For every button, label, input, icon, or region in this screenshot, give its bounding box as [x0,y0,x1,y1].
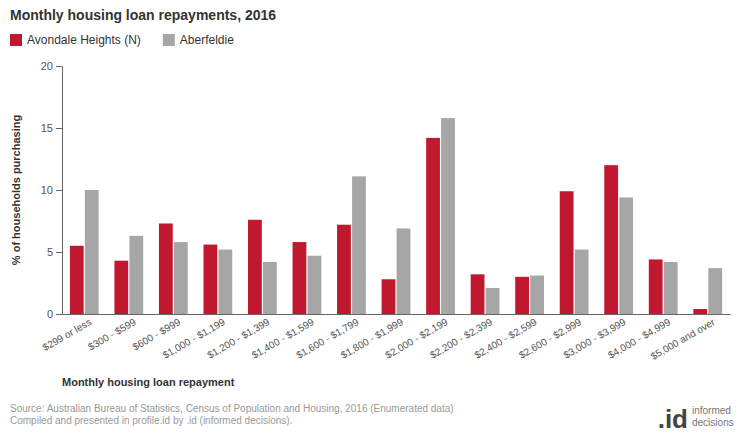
bar [248,220,262,314]
legend-item: Avondale Heights (N) [10,33,141,47]
y-tick: 5 [47,246,62,258]
bar [530,276,544,314]
y-tick-mark [56,314,62,315]
bar [486,288,500,314]
bar [664,262,678,314]
title: Monthly housing loan repayments, 2016 [10,7,276,23]
bar [352,176,366,314]
logo-text: decisions [692,417,734,428]
bar [649,259,663,314]
legend-label: Avondale Heights (N) [27,33,141,47]
x-tick: $5,000 and over [649,316,718,362]
y-tick-label: 20 [41,60,53,72]
bar [218,250,232,314]
legend-swatch [10,34,22,46]
y-tick-mark [56,128,62,129]
bar [129,236,143,314]
y-tick-label: 15 [41,122,53,134]
bar [397,228,411,314]
x-tick-label: $299 or less [41,316,94,353]
bar [604,165,618,314]
x-axis-line [63,314,731,315]
x-axis: $299 or less$300 - $599$600 - $999$1,000… [41,315,731,362]
bar [515,277,529,314]
y-tick: 10 [41,184,62,196]
bar [85,190,99,314]
x-tick-label: $300 - $599 [86,316,138,352]
x-tick-label: $5,000 and over [649,316,718,362]
bar [693,309,707,314]
y-tick-mark [56,252,62,253]
source: Source: Australian Bureau of Statistics,… [10,403,454,414]
x-tick: $299 or less [41,316,94,353]
bar [471,274,485,314]
y-tick-label: 5 [47,246,53,258]
bar [114,261,128,314]
bar [308,256,322,314]
y-tick: 0 [47,308,62,320]
legend-label: Aberfeldie [180,33,234,47]
logo-text: informed [692,405,731,416]
bar [293,242,307,314]
y-tick-mark [56,190,62,191]
y-tick-label: 0 [47,308,53,320]
bar [708,268,722,314]
bar [70,246,84,314]
bar [441,118,455,314]
y-tick-label: 10 [41,184,53,196]
legend-swatch [163,34,175,46]
bars [70,118,722,314]
bar [263,262,277,314]
x-axis-title: Monthly housing loan repayment [62,376,235,388]
bar [337,225,351,314]
bar [382,279,396,314]
plot: 0 5 10 15 20 $299 or less$300 - $599$600 - $9… [41,60,731,362]
legend-item: Aberfeldie [163,33,234,47]
bar [560,191,574,314]
bar [426,138,440,314]
bar [619,197,633,314]
bar [159,223,173,314]
logo-mark: .id [658,404,688,434]
x-tick: $300 - $599 [86,316,138,352]
bar [575,250,589,314]
y-axis-line [62,67,63,315]
y-tick: 15 [41,122,62,134]
y-tick: 20 [41,60,62,72]
y-axis: 0 5 10 15 20 [41,60,63,320]
chart: Monthly housing loan repayments, 2016 Avo… [0,0,740,440]
y-axis-title: % of households purchasing [10,115,22,265]
logo: .id informeddecisions [658,404,734,434]
y-tick-mark [56,66,62,67]
bar [203,245,217,314]
source: Compiled and presented in profile.id by … [10,415,292,426]
bar [174,242,188,314]
